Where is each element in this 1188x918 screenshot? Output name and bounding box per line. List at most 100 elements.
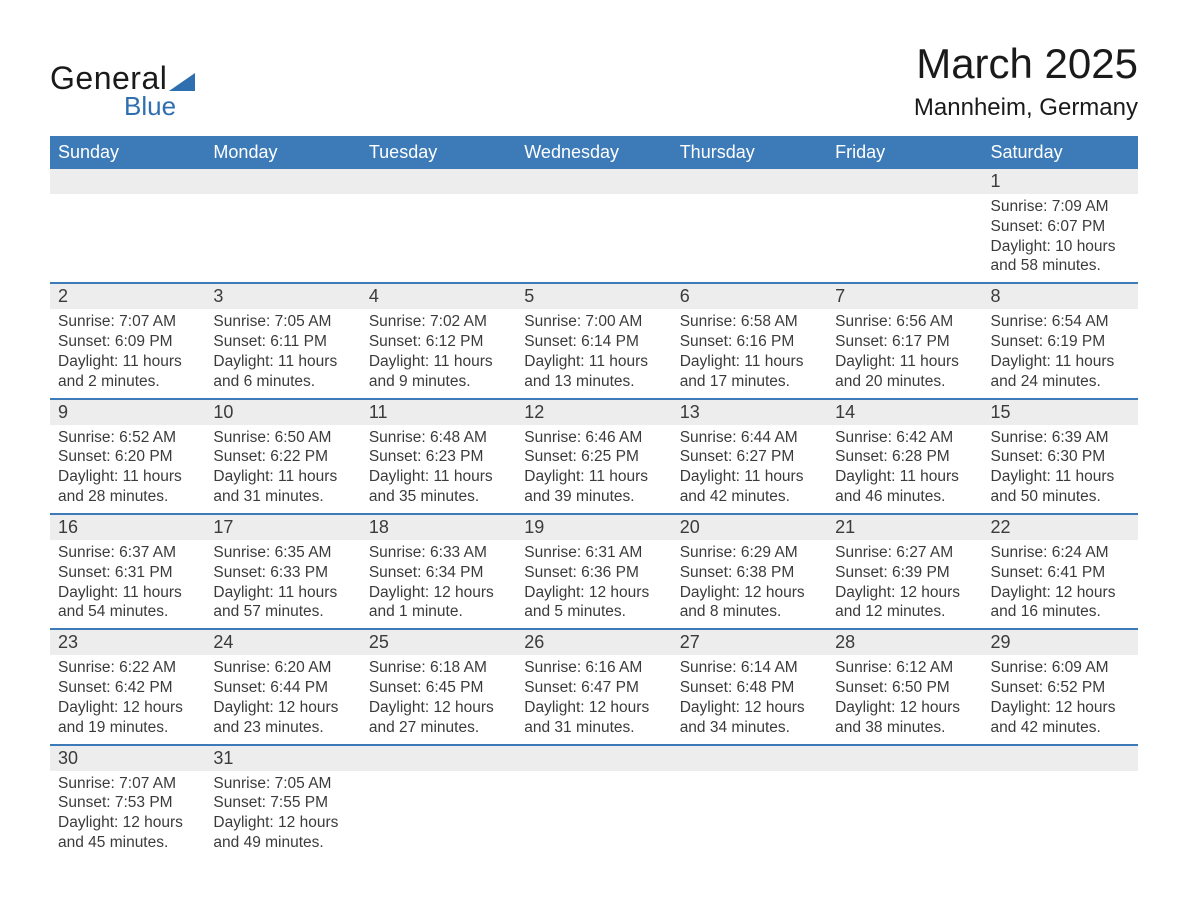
day-data-cell: Sunrise: 6:16 AMSunset: 6:47 PMDaylight:…	[516, 655, 671, 744]
day-number-cell	[672, 745, 827, 771]
day-number-row: 9101112131415	[50, 399, 1138, 425]
day-number-cell: 1	[983, 169, 1138, 194]
day-data-cell: Sunrise: 6:20 AMSunset: 6:44 PMDaylight:…	[205, 655, 360, 744]
sunset-text: Sunset: 6:52 PM	[991, 678, 1130, 698]
sunrise-text: Sunrise: 6:09 AM	[991, 658, 1130, 678]
day-data-cell: Sunrise: 6:48 AMSunset: 6:23 PMDaylight:…	[361, 425, 516, 514]
daylight-text: and 50 minutes.	[991, 487, 1130, 507]
sunrise-text: Sunrise: 6:48 AM	[369, 428, 508, 448]
daylight-text: and 54 minutes.	[58, 602, 197, 622]
daylight-text: Daylight: 12 hours	[991, 698, 1130, 718]
sunrise-text: Sunrise: 7:07 AM	[58, 312, 197, 332]
day-data-cell: Sunrise: 7:09 AMSunset: 6:07 PMDaylight:…	[983, 194, 1138, 283]
sunrise-text: Sunrise: 6:39 AM	[991, 428, 1130, 448]
sunrise-text: Sunrise: 7:07 AM	[58, 774, 197, 794]
sunrise-text: Sunrise: 6:31 AM	[524, 543, 663, 563]
daylight-text: and 19 minutes.	[58, 718, 197, 738]
sunset-text: Sunset: 6:12 PM	[369, 332, 508, 352]
sunrise-text: Sunrise: 6:18 AM	[369, 658, 508, 678]
daylight-text: Daylight: 12 hours	[58, 813, 197, 833]
sunset-text: Sunset: 6:28 PM	[835, 447, 974, 467]
daylight-text: Daylight: 11 hours	[58, 352, 197, 372]
day-data-row: Sunrise: 6:52 AMSunset: 6:20 PM Daylight:…	[50, 425, 1138, 514]
sunrise-text: Sunrise: 6:20 AM	[213, 658, 352, 678]
daylight-text: and 12 minutes.	[835, 602, 974, 622]
day-header-row: Sunday Monday Tuesday Wednesday Thursday…	[50, 136, 1138, 169]
day-data-cell: Sunrise: 6:31 AMSunset: 6:36 PMDaylight:…	[516, 540, 671, 629]
day-number-cell: 21	[827, 514, 982, 540]
daylight-text: Daylight: 11 hours	[213, 467, 352, 487]
sunrise-text: Sunrise: 6:37 AM	[58, 543, 197, 563]
sunset-text: Sunset: 6:50 PM	[835, 678, 974, 698]
day-number-cell: 12	[516, 399, 671, 425]
day-number-cell: 11	[361, 399, 516, 425]
daylight-text: Daylight: 12 hours	[58, 698, 197, 718]
daylight-text: Daylight: 12 hours	[213, 698, 352, 718]
sunset-text: Sunset: 6:11 PM	[213, 332, 352, 352]
day-data-cell: Sunrise: 6:52 AMSunset: 6:20 PMDaylight:…	[50, 425, 205, 514]
day-number-cell	[827, 745, 982, 771]
day-data-cell: Sunrise: 6:27 AMSunset: 6:39 PMDaylight:…	[827, 540, 982, 629]
day-number-cell	[361, 169, 516, 194]
day-number-row: 1	[50, 169, 1138, 194]
sunrise-text: Sunrise: 7:05 AM	[213, 774, 352, 794]
daylight-text: Daylight: 11 hours	[58, 583, 197, 603]
day-number-cell: 4	[361, 283, 516, 309]
day-number-cell: 23	[50, 629, 205, 655]
daylight-text: Daylight: 11 hours	[369, 352, 508, 372]
page-header: General Blue March 2025 Mannheim, German…	[50, 40, 1138, 122]
daylight-text: Daylight: 12 hours	[680, 698, 819, 718]
sunset-text: Sunset: 6:20 PM	[58, 447, 197, 467]
day-number-cell	[50, 169, 205, 194]
daylight-text: and 6 minutes.	[213, 372, 352, 392]
daylight-text: and 45 minutes.	[58, 833, 197, 853]
day-number-cell: 20	[672, 514, 827, 540]
daylight-text: Daylight: 12 hours	[835, 698, 974, 718]
daylight-text: and 58 minutes.	[991, 256, 1130, 276]
sunrise-text: Sunrise: 6:52 AM	[58, 428, 197, 448]
day-data-cell	[672, 194, 827, 283]
day-data-cell	[361, 771, 516, 859]
day-number-cell	[983, 745, 1138, 771]
daylight-text: Daylight: 11 hours	[213, 352, 352, 372]
brand-sail-icon	[169, 73, 195, 91]
daylight-text: and 9 minutes.	[369, 372, 508, 392]
sunset-text: Sunset: 6:47 PM	[524, 678, 663, 698]
day-number-cell: 15	[983, 399, 1138, 425]
daylight-text: and 38 minutes.	[835, 718, 974, 738]
day-number-cell: 24	[205, 629, 360, 655]
day-number-cell: 10	[205, 399, 360, 425]
day-data-cell	[50, 194, 205, 283]
brand-logo: General Blue	[50, 60, 195, 122]
day-header: Monday	[205, 136, 360, 169]
day-data-cell: Sunrise: 6:18 AMSunset: 6:45 PMDaylight:…	[361, 655, 516, 744]
daylight-text: and 1 minute.	[369, 602, 508, 622]
day-data-cell: Sunrise: 6:58 AMSunset: 6:16 PMDaylight:…	[672, 309, 827, 398]
daylight-text: and 27 minutes.	[369, 718, 508, 738]
day-number-cell	[361, 745, 516, 771]
brand-word-2: Blue	[124, 91, 176, 122]
daylight-text: Daylight: 11 hours	[524, 467, 663, 487]
sunset-text: Sunset: 7:55 PM	[213, 793, 352, 813]
day-data-cell: Sunrise: 6:44 AMSunset: 6:27 PMDaylight:…	[672, 425, 827, 514]
day-number-cell: 25	[361, 629, 516, 655]
sunset-text: Sunset: 6:44 PM	[213, 678, 352, 698]
day-data-cell: Sunrise: 6:12 AMSunset: 6:50 PMDaylight:…	[827, 655, 982, 744]
daylight-text: Daylight: 11 hours	[680, 467, 819, 487]
day-header: Friday	[827, 136, 982, 169]
day-number-cell: 22	[983, 514, 1138, 540]
daylight-text: Daylight: 11 hours	[991, 352, 1130, 372]
month-title: March 2025	[914, 40, 1138, 88]
day-data-row: Sunrise: 7:07 AMSunset: 7:53 PMDaylight:…	[50, 771, 1138, 859]
sunset-text: Sunset: 6:07 PM	[991, 217, 1130, 237]
daylight-text: Daylight: 12 hours	[369, 698, 508, 718]
sunset-text: Sunset: 7:53 PM	[58, 793, 197, 813]
day-number-cell: 5	[516, 283, 671, 309]
day-number-cell: 19	[516, 514, 671, 540]
sunrise-text: Sunrise: 6:54 AM	[991, 312, 1130, 332]
daylight-text: Daylight: 11 hours	[835, 352, 974, 372]
daylight-text: and 31 minutes.	[213, 487, 352, 507]
sunrise-text: Sunrise: 6:22 AM	[58, 658, 197, 678]
day-number-cell: 26	[516, 629, 671, 655]
daylight-text: and 42 minutes.	[680, 487, 819, 507]
